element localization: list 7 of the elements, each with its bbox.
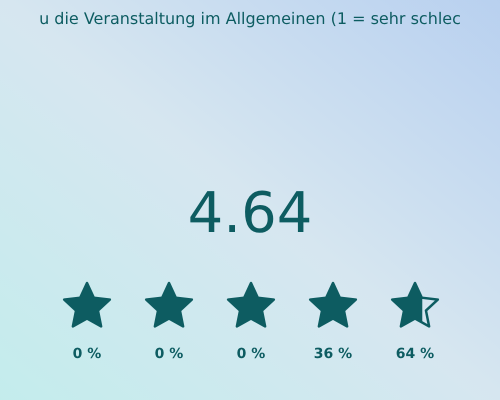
data-label: 0 % (154, 346, 184, 362)
data-label: 64 % (396, 346, 434, 362)
data-label: 0 % (236, 346, 266, 362)
text: 4.64 (188, 181, 312, 246)
data-label: 36 % (314, 346, 352, 362)
text: u die Veranstaltung im Allgemeinen (1 = sehr schlec (39, 9, 461, 28)
data-label: 0 % (72, 346, 102, 362)
